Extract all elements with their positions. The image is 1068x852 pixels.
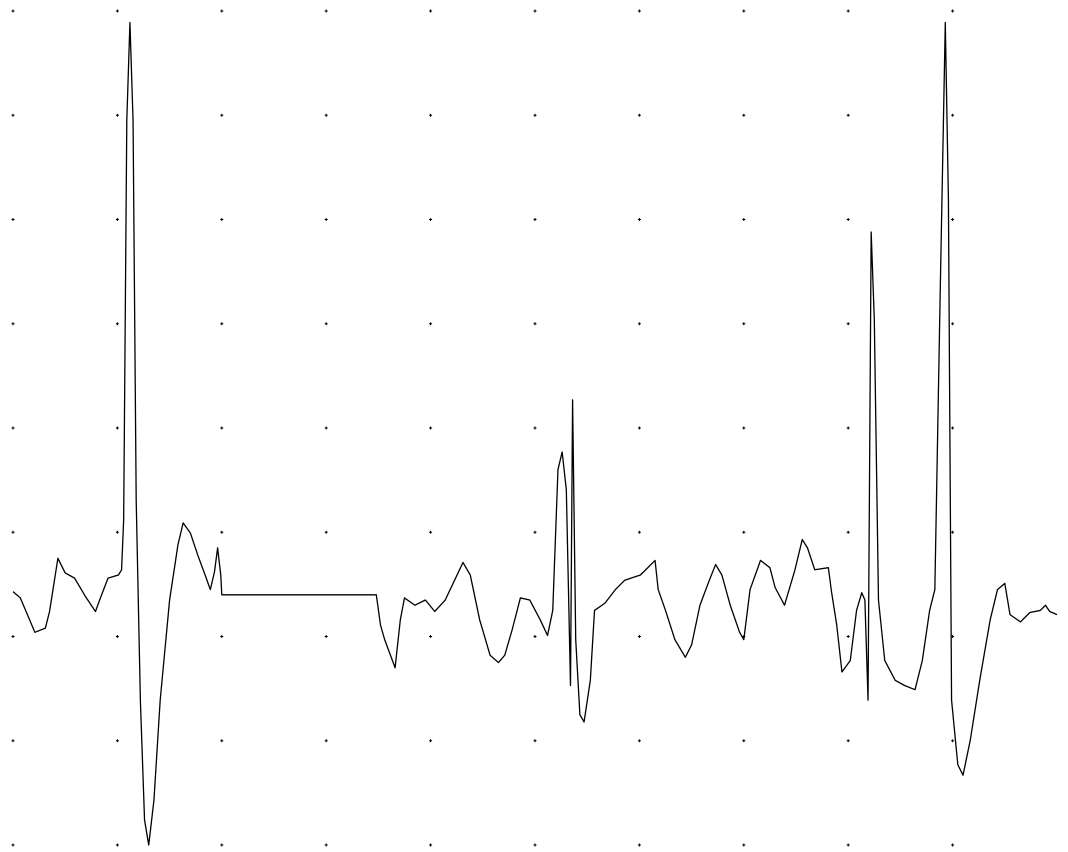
grid-dot <box>846 113 850 117</box>
grid-dot <box>533 218 537 221</box>
grid-dot <box>742 739 746 743</box>
grid-dot <box>846 426 850 430</box>
grid-dot <box>324 322 328 326</box>
grid-dot <box>220 530 224 534</box>
grid-dot <box>846 9 850 13</box>
grid-dot <box>220 113 224 117</box>
grid-dot <box>11 739 15 743</box>
grid-dot <box>429 113 433 117</box>
grid-dot <box>115 530 119 534</box>
grid-dot <box>742 322 746 326</box>
grid-dot <box>846 218 850 221</box>
grid-dot <box>220 635 224 638</box>
grid-dot <box>324 218 328 221</box>
grid-dot <box>533 530 537 534</box>
grid-dot <box>951 843 955 847</box>
grid-dot <box>533 739 537 743</box>
grid-dot <box>637 426 641 430</box>
grid-dot <box>220 739 224 743</box>
grid-dot <box>637 843 641 847</box>
grid-dot <box>742 113 746 117</box>
grid-dot <box>11 113 15 117</box>
grid-dot <box>220 218 224 221</box>
grid-dot <box>429 9 433 13</box>
grid-dot <box>115 843 119 847</box>
grid-dot <box>533 113 537 117</box>
grid-dot <box>324 530 328 534</box>
grid-dot <box>742 218 746 221</box>
grid-dot <box>11 635 15 638</box>
grid-dot <box>846 843 850 847</box>
grid-dot <box>220 322 224 326</box>
grid-dot <box>11 322 15 326</box>
grid-dot <box>951 9 955 13</box>
grid-dot <box>324 9 328 13</box>
grid-dot <box>742 9 746 13</box>
grid-dot <box>115 9 119 13</box>
grid-dot <box>637 322 641 326</box>
grid-dot <box>951 426 955 430</box>
grid-dot <box>115 218 119 221</box>
grid-dot <box>846 322 850 326</box>
grid-dot <box>533 322 537 326</box>
grid-dot <box>115 426 119 430</box>
grid-dot <box>429 426 433 430</box>
grid-dot <box>637 739 641 743</box>
grid-dot <box>115 113 119 117</box>
grid-dot <box>533 843 537 847</box>
grid-dot <box>846 739 850 743</box>
grid-dot <box>951 739 955 743</box>
grid-dot <box>11 843 15 847</box>
grid-dot <box>115 322 119 326</box>
grid-dot <box>533 426 537 430</box>
grid-dot <box>951 218 955 221</box>
grid-dot <box>951 322 955 326</box>
grid-dot <box>220 426 224 430</box>
grid-dot <box>951 113 955 117</box>
grid-dot <box>324 843 328 847</box>
grid-dot <box>115 635 119 638</box>
grid-dot <box>324 113 328 117</box>
grid-dot <box>637 113 641 117</box>
grid-dot <box>324 635 328 638</box>
ecg-trace <box>12 21 1058 846</box>
grid-dot <box>11 9 15 13</box>
grid-dot <box>429 530 433 534</box>
grid-dot <box>637 9 641 13</box>
grid-dot <box>637 635 641 638</box>
grid-dot <box>429 843 433 847</box>
grid-dot <box>637 218 641 221</box>
grid-dot <box>742 843 746 847</box>
grid-dot <box>637 530 641 534</box>
grid-dot <box>846 635 850 638</box>
grid-dot <box>742 426 746 430</box>
grid-dot <box>846 530 850 534</box>
grid-dot <box>220 843 224 847</box>
grid-dot <box>11 530 15 534</box>
grid-dot <box>11 218 15 221</box>
grid-dot <box>429 322 433 326</box>
grid-dot <box>533 635 537 638</box>
grid-dot <box>324 739 328 743</box>
grid-dot <box>220 9 224 13</box>
grid-dot <box>115 739 119 743</box>
grid-dot <box>533 9 537 13</box>
grid-dot <box>429 739 433 743</box>
grid-dot <box>324 426 328 430</box>
grid-dot <box>742 530 746 534</box>
grid-dot <box>11 426 15 430</box>
grid-dot <box>429 635 433 638</box>
grid-dot <box>429 218 433 221</box>
grid-dot <box>951 530 955 534</box>
